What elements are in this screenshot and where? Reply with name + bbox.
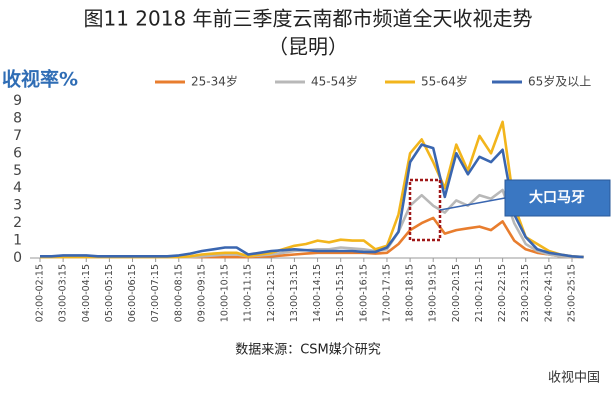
y-axis-label: 收视率% [2,68,78,91]
y-tick-label: 8 [13,110,22,126]
y-tick-label: 6 [13,145,22,161]
y-tick-label: 3 [13,198,22,214]
x-tick-label: 08:00-08:15 [173,264,184,322]
source: 数据来源：CSM媒介研究 [235,343,381,358]
callout-arrow [439,197,506,211]
x-tick-label: 17:00-17:15 [381,264,392,322]
y-tick-label: 2 [13,215,22,231]
x-tick-label: 02:00-02:15 [35,264,46,322]
series-line [40,188,584,259]
highlight-box [408,178,442,242]
x-tick-label: 23:00-23:15 [520,264,531,322]
x-tick-label: 05:00-05:15 [104,264,115,322]
y-tick-label: 5 [13,163,22,179]
x-tick-label: 10:00-10:15 [220,264,231,322]
x-tick-label: 09:00-09:15 [196,264,207,322]
y-tick-label: 9 [13,93,22,109]
x-tick-label: 15:00-15:15 [335,264,346,322]
x-tick-label: 20:00-20:15 [451,264,462,322]
chart-subtitle: （昆明） [268,35,348,59]
x-tick-label: 21:00-21:15 [474,264,485,322]
x-tick-label: 06:00-06:15 [127,264,138,322]
chart-title: 图11 2018 年前三季度云南都市频道全天收视走势 [83,7,532,31]
x-tick-label: 11:00-11:15 [243,264,254,322]
y-tick-label: 4 [13,180,22,196]
x-tick-label: 04:00-04:15 [81,264,92,322]
legend-label: 25-34岁 [191,74,238,89]
watermark: 收视中国 [548,371,600,386]
series-line [40,143,584,259]
x-tick-label: 16:00-16:15 [358,264,369,322]
x-tick-label: 22:00-22:15 [497,264,508,322]
legend-label: 55-64岁 [421,74,468,89]
x-tick-label: 18:00-18:15 [405,264,416,322]
x-tick-label: 12:00-12:15 [266,264,277,322]
y-tick-label: 7 [13,128,22,144]
callout-box [504,179,611,217]
x-tick-label: 25:00-25:15 [567,264,578,322]
x-tick-label: 19:00-19:15 [428,264,439,322]
y-tick-label: 1 [13,233,22,249]
y-tick-label: 0 [13,250,22,266]
x-tick-label: 03:00-03:15 [58,264,69,322]
x-tick-label: 14:00-14:15 [312,264,323,322]
legend-label: 65岁及以上 [528,74,591,89]
x-tick-label: 24:00-24:15 [543,264,554,322]
legend-label: 45-54岁 [311,74,358,89]
x-tick-label: 07:00-07:15 [150,264,161,322]
callout-text: 大口马牙 [529,189,585,206]
x-tick-label: 13:00-13:15 [289,264,300,322]
